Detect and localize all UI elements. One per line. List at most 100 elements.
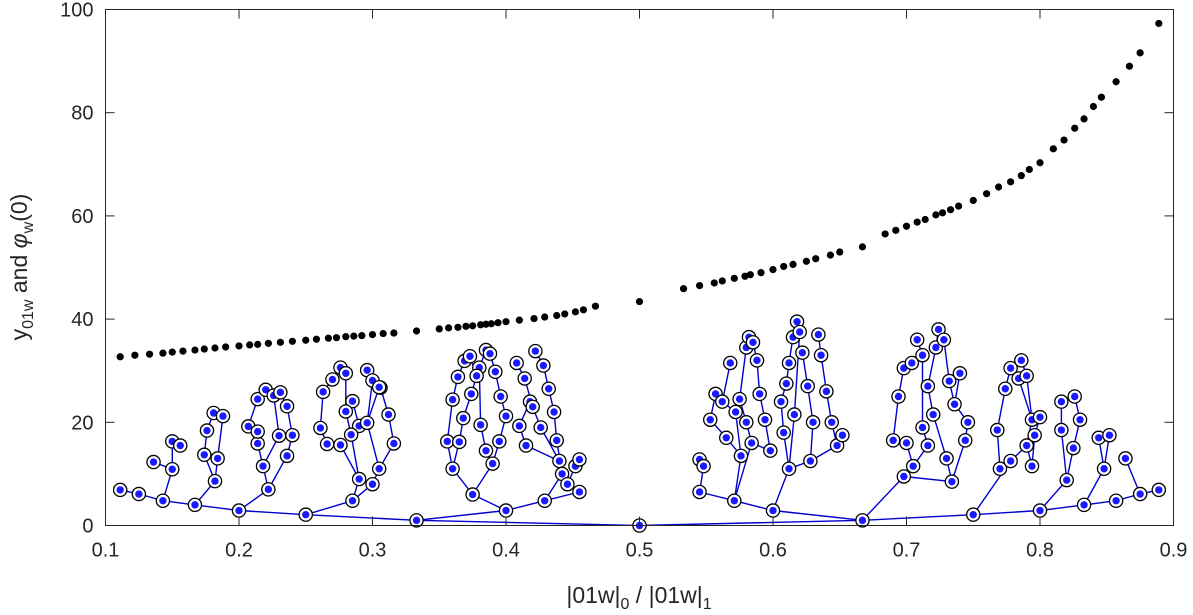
y-tick-label: 0 bbox=[82, 516, 93, 538]
tree-point-dot bbox=[1057, 397, 1066, 406]
tree-point bbox=[279, 448, 295, 464]
tree-point bbox=[365, 476, 380, 492]
tree-point-dot bbox=[159, 497, 167, 505]
tree-point bbox=[509, 355, 524, 371]
upper-point bbox=[1097, 93, 1106, 101]
tree-point-dot bbox=[1063, 476, 1071, 484]
upper-point bbox=[435, 325, 443, 333]
tree-point bbox=[733, 448, 749, 464]
x-tick-label: 0.9 bbox=[1160, 540, 1188, 562]
tree-point-dot bbox=[894, 392, 903, 401]
upper-point bbox=[969, 196, 977, 205]
tree-point bbox=[1076, 497, 1092, 513]
tree-point-dot bbox=[316, 424, 325, 432]
tree-point bbox=[1151, 482, 1167, 498]
x-axis-title: |01w|0 / |01w|1 bbox=[566, 582, 711, 613]
tree-point bbox=[338, 366, 354, 381]
y-axis-title-part-1: y bbox=[6, 328, 32, 340]
tree-point-dot bbox=[283, 452, 291, 460]
tree-point-dot bbox=[348, 397, 357, 405]
tree-point bbox=[915, 347, 930, 363]
tree-point bbox=[345, 393, 360, 409]
tree-point bbox=[498, 503, 514, 518]
tree-point bbox=[739, 415, 754, 430]
tree-markers bbox=[112, 314, 1167, 533]
tree-point bbox=[1102, 427, 1117, 443]
tree-point bbox=[1032, 409, 1048, 425]
tree-point bbox=[776, 425, 791, 440]
tree-point-dot bbox=[259, 462, 267, 470]
y-axis-ticks: 0 20 40 60 80 100 bbox=[60, 0, 1174, 538]
tree-point bbox=[351, 471, 367, 487]
upper-point bbox=[469, 322, 477, 330]
tree-point-dot bbox=[476, 421, 485, 429]
tree-point bbox=[990, 422, 1005, 438]
tree-point-dot bbox=[283, 402, 291, 411]
tree-point bbox=[445, 392, 460, 407]
upper-point bbox=[718, 277, 726, 285]
tree-point-dot bbox=[520, 374, 529, 383]
tree-point-dot bbox=[806, 457, 815, 465]
tree-point bbox=[1027, 427, 1042, 443]
tree-point-dot bbox=[1022, 372, 1031, 380]
tree-point bbox=[715, 394, 730, 409]
x-tick-label: 0.1 bbox=[92, 540, 120, 562]
tree-point bbox=[1096, 461, 1112, 476]
tree-point bbox=[572, 484, 587, 500]
upper-point bbox=[530, 314, 538, 323]
upper-point bbox=[995, 183, 1003, 191]
upper-point bbox=[561, 310, 569, 318]
tree-point-dot bbox=[1076, 416, 1084, 424]
x-axis-title-part-1: |01w| bbox=[566, 582, 620, 608]
tree-point bbox=[518, 438, 534, 453]
upper-point bbox=[812, 255, 820, 263]
tree-point bbox=[187, 497, 203, 513]
tree-point-dot bbox=[253, 395, 262, 403]
tree-point-dot bbox=[454, 373, 462, 381]
tree-point bbox=[493, 389, 508, 404]
upper-point bbox=[1017, 172, 1025, 180]
upper-point bbox=[1136, 49, 1144, 57]
tree-point-dot bbox=[934, 325, 943, 334]
upper-point bbox=[276, 338, 284, 346]
upper-point bbox=[131, 351, 139, 359]
tree-line bbox=[214, 416, 224, 482]
tree-point bbox=[255, 458, 271, 474]
tree-point-dot bbox=[889, 436, 897, 445]
tree-point bbox=[885, 433, 901, 448]
tree-point-dot bbox=[964, 418, 972, 426]
tree-point bbox=[319, 436, 335, 452]
tree-point bbox=[359, 362, 375, 378]
y-tick-label: 100 bbox=[60, 0, 93, 22]
tree-point bbox=[692, 484, 707, 500]
tree-point-dot bbox=[459, 414, 467, 422]
tree-point-dot bbox=[948, 477, 956, 486]
tree-point-dot bbox=[319, 388, 327, 396]
tree-point bbox=[811, 327, 826, 342]
tree-point-dot bbox=[515, 422, 524, 430]
upper-point bbox=[454, 323, 462, 331]
tree-point bbox=[452, 434, 467, 450]
y-tick-label: 40 bbox=[71, 309, 93, 331]
axes: 0.1 0.2 0.3 0.4 0.5 0.6 0.7 0.8 0.9 0 20 40 60 80 100 bbox=[60, 0, 1187, 562]
tree-point-dot bbox=[262, 386, 270, 394]
tree-point bbox=[359, 415, 375, 431]
tree-point-dot bbox=[363, 419, 371, 427]
tree-point-dot bbox=[1136, 490, 1144, 498]
upper-point bbox=[1080, 115, 1088, 123]
y-axis-title-sub-2: w bbox=[20, 221, 37, 234]
tree-point bbox=[533, 420, 548, 435]
tree-point bbox=[279, 399, 295, 414]
tree-point bbox=[512, 418, 527, 434]
tree-point bbox=[1054, 394, 1069, 409]
tree-point-dot bbox=[1095, 434, 1103, 442]
upper-point bbox=[679, 285, 688, 293]
tree-point bbox=[795, 345, 810, 360]
tree-point-dot bbox=[555, 457, 564, 465]
tree-point-dot bbox=[448, 465, 457, 473]
tree-point-dot bbox=[200, 451, 208, 459]
x-axis-title-sub-2: 1 bbox=[703, 596, 712, 613]
tree-point-dot bbox=[244, 422, 253, 431]
tree-point-dot bbox=[699, 462, 708, 470]
upper-point bbox=[254, 340, 262, 348]
